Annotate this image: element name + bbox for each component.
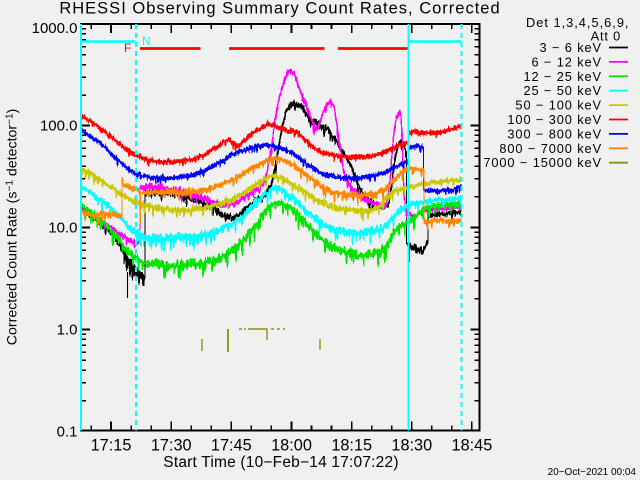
svg-text:Att 0: Att 0: [591, 29, 621, 44]
svg-text:Corrected Count Rate (s−1 dete: Corrected Count Rate (s−1 detector−1): [5, 109, 21, 346]
svg-text:F: F: [124, 41, 131, 55]
svg-text:Det 1,3,4,5,6,9,: Det 1,3,4,5,6,9,: [526, 15, 630, 30]
svg-text:N: N: [142, 34, 151, 48]
svg-text:300 − 800 keV: 300 − 800 keV: [507, 126, 602, 141]
svg-text:800 − 7000 keV: 800 − 7000 keV: [499, 141, 602, 156]
svg-text:Start Time (10−Feb−14 17:07:22: Start Time (10−Feb−14 17:07:22): [163, 454, 398, 471]
svg-text:10.0: 10.0: [48, 220, 77, 237]
svg-text:0.1: 0.1: [57, 424, 78, 441]
svg-text:18:00: 18:00: [271, 437, 312, 455]
svg-text:1000.0: 1000.0: [32, 20, 78, 37]
svg-text:100 − 300 keV: 100 − 300 keV: [507, 112, 602, 127]
svg-text:12 − 25 keV: 12 − 25 keV: [523, 69, 602, 84]
svg-text:1.0: 1.0: [57, 322, 78, 339]
svg-text:3 − 6 keV: 3 − 6 keV: [539, 40, 602, 55]
svg-text:25 − 50 keV: 25 − 50 keV: [523, 83, 602, 98]
svg-text:100.0: 100.0: [40, 118, 78, 135]
svg-text:18:45: 18:45: [452, 437, 493, 455]
svg-text:7000 − 15000 keV: 7000 − 15000 keV: [483, 155, 602, 170]
svg-text:18:15: 18:15: [331, 437, 372, 455]
svg-text:RHESSI Observing Summary Count: RHESSI Observing Summary Count Rates, Co…: [59, 0, 500, 18]
svg-text:6 − 12 keV: 6 − 12 keV: [531, 54, 602, 69]
svg-text:17:30: 17:30: [151, 437, 192, 455]
svg-text:17:15: 17:15: [91, 437, 132, 455]
svg-text:50 − 100 keV: 50 − 100 keV: [515, 98, 602, 113]
svg-text:18:30: 18:30: [391, 437, 432, 455]
svg-text:20−Oct−2021 00:04: 20−Oct−2021 00:04: [548, 467, 637, 478]
svg-text:17:45: 17:45: [211, 437, 252, 455]
